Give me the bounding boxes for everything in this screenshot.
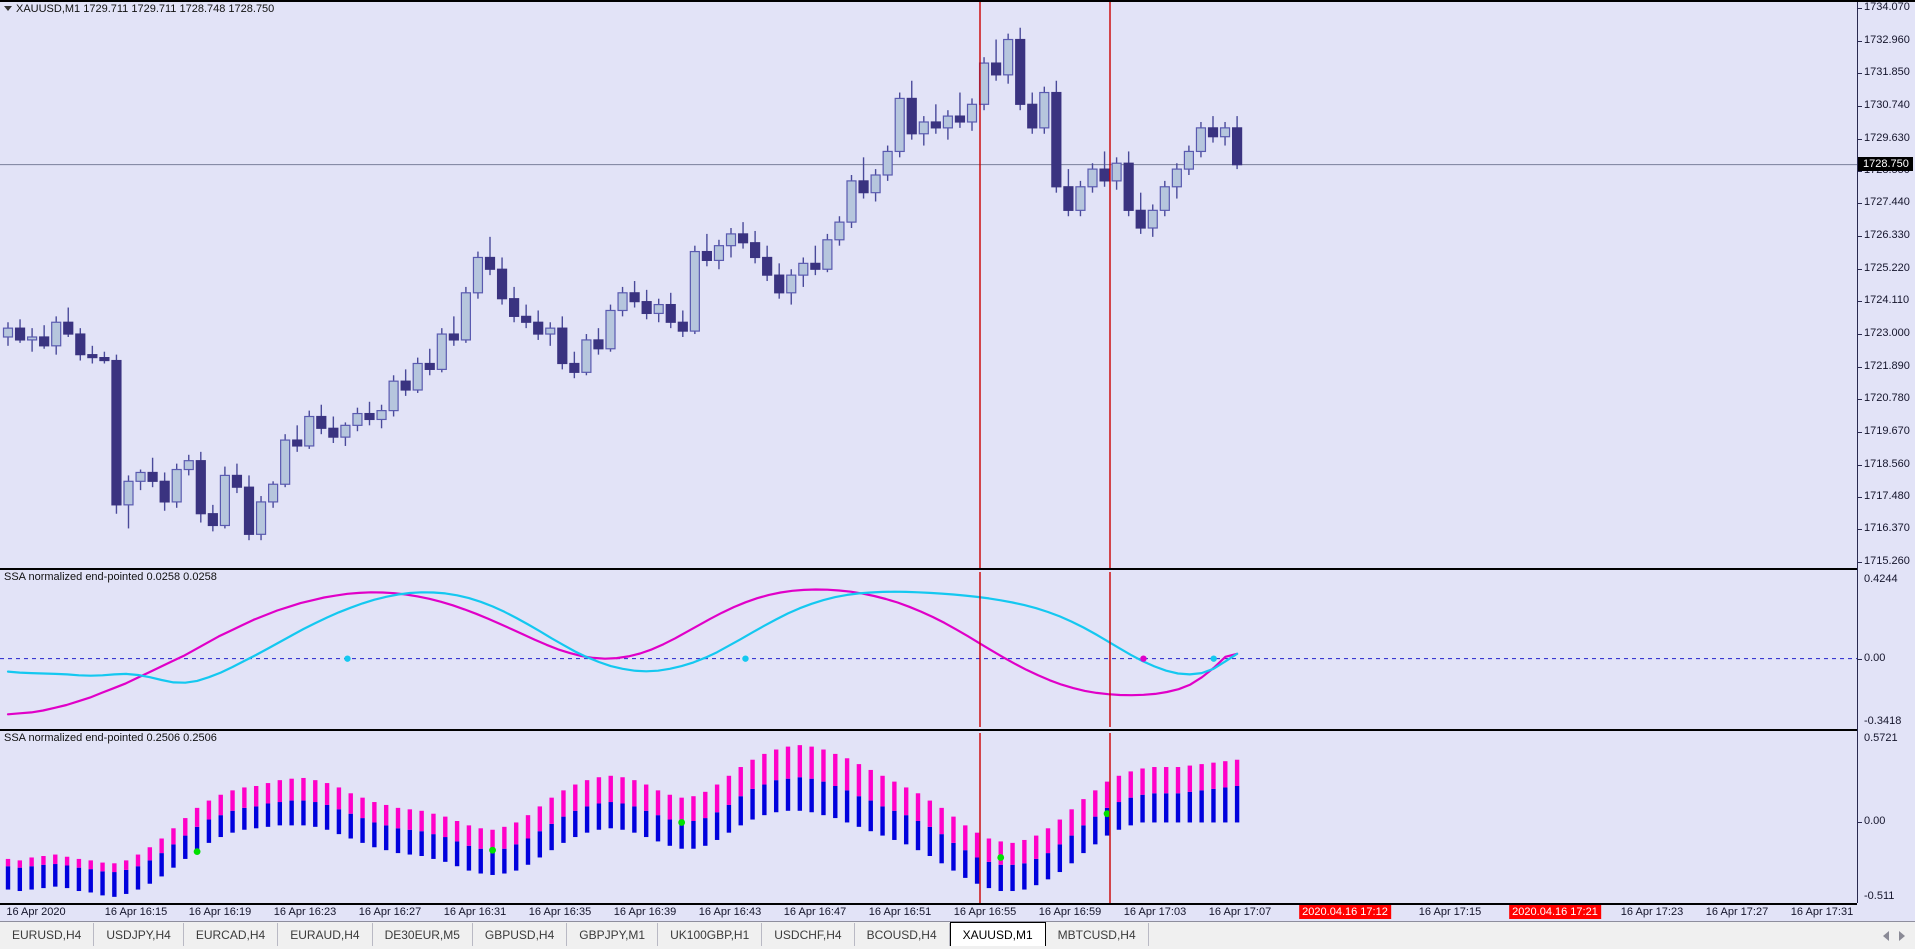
time-axis-label: 16 Apr 16:43 — [698, 906, 762, 918]
time-axis-label: 16 Apr 17:07 — [1208, 906, 1272, 918]
chart-tab[interactable]: EURCAD,H4 — [184, 923, 279, 946]
current-price-label: 1728.750 — [1858, 156, 1913, 171]
window-top-border — [0, 0, 1915, 2]
time-axis-label: 16 Apr 16:51 — [868, 906, 932, 918]
triangle-down-icon[interactable] — [4, 5, 12, 11]
pane-separator-3 — [0, 903, 1857, 905]
histogram-tick: -0.511 — [1864, 890, 1895, 902]
main-pane-title-text: XAUUSD,M1 1729.711 1729.711 1728.748 172… — [16, 3, 275, 15]
time-axis-label: 16 Apr 16:23 — [273, 906, 337, 918]
oscillator-tick: 0.00 — [1858, 652, 1885, 664]
chart-tab-bar[interactable]: EURUSD,H4 USDJPY,H4 EURCAD,H4 EURAUD,H4 DE30… — [0, 921, 1915, 949]
pane-separator-2 — [0, 729, 1857, 731]
main-pane-title: XAUUSD,M1 1729.711 1729.711 1728.748 172… — [4, 3, 274, 15]
time-axis-label: 16 Apr 17:27 — [1705, 906, 1769, 918]
oscillator-pane-title: SSA normalized end-pointed 0.0258 0.0258 — [4, 571, 217, 583]
price-tick: 1732.960 — [1858, 34, 1910, 46]
time-axis-label: 16 Apr 16:55 — [953, 906, 1017, 918]
histogram-pane[interactable] — [0, 733, 1857, 903]
price-tick: 1715.260 — [1858, 555, 1910, 567]
pane-separator-1 — [0, 568, 1857, 570]
chart-tab-strip[interactable]: EURUSD,H4 USDJPY,H4 EURCAD,H4 EURAUD,H4 DE30… — [0, 922, 1873, 949]
time-axis-label: 16 Apr 17:23 — [1620, 906, 1684, 918]
price-tick: 1718.560 — [1858, 458, 1910, 470]
price-tick: 1726.330 — [1858, 229, 1910, 241]
time-axis-label: 16 Apr 16:31 — [443, 906, 507, 918]
time-axis-label: 16 Apr 16:47 — [783, 906, 847, 918]
histogram-pane-title: SSA normalized end-pointed 0.2506 0.2506 — [4, 732, 217, 744]
time-axis-label: 16 Apr 16:27 — [358, 906, 422, 918]
chart-tab[interactable]: XAUUSD,M1 — [949, 922, 1046, 946]
tab-scroll-controls[interactable] — [1873, 922, 1915, 949]
oscillator-chart — [0, 572, 1857, 727]
time-axis-marker-label: 2020.04.16 17:12 — [1299, 905, 1391, 919]
chart-tab[interactable]: USDCHF,H4 — [762, 923, 855, 946]
time-axis-label: 16 Apr 17:31 — [1790, 906, 1854, 918]
main-price-pane[interactable] — [0, 2, 1857, 568]
chart-tab[interactable]: EURUSD,H4 — [0, 923, 95, 946]
chart-tab[interactable]: GBPJPY,M1 — [567, 923, 659, 946]
price-tick: 1730.740 — [1858, 99, 1910, 111]
histogram-tick: 0.00 — [1858, 815, 1885, 827]
chart-tab[interactable]: USDJPY,H4 — [94, 923, 184, 946]
histogram-chart — [5, 733, 1240, 903]
scroll-left-icon[interactable] — [1883, 930, 1889, 941]
price-tick: 1719.670 — [1858, 425, 1910, 437]
time-axis-label: 16 Apr 17:03 — [1123, 906, 1187, 918]
price-tick: 1721.890 — [1858, 360, 1910, 372]
oscillator-tick: -0.3418 — [1864, 715, 1902, 727]
price-tick: 1720.780 — [1858, 392, 1910, 404]
price-tick: 1723.000 — [1858, 327, 1910, 339]
time-axis-label: 16 Apr 16:39 — [613, 906, 677, 918]
time-axis-label: 16 Apr 16:15 — [104, 906, 168, 918]
time-axis-marker-label: 2020.04.16 17:21 — [1509, 905, 1601, 919]
time-axis: 16 Apr 2020 16 Apr 16:15 16 Apr 16:19 16 Ap… — [0, 905, 1857, 921]
chart-tab[interactable]: BCOUSD,H4 — [855, 923, 950, 946]
time-axis-label: 16 Apr 2020 — [6, 906, 66, 918]
time-axis-label: 16 Apr 17:15 — [1418, 906, 1482, 918]
candlestick-chart — [0, 2, 1857, 568]
chart-tab[interactable]: EURAUD,H4 — [278, 923, 373, 946]
chart-tab[interactable]: MBTCUSD,H4 — [1046, 923, 1149, 946]
price-tick: 1725.220 — [1858, 262, 1910, 274]
price-tick: 1724.110 — [1858, 294, 1909, 306]
oscillator-pane[interactable] — [0, 572, 1857, 727]
time-axis-label: 16 Apr 16:19 — [188, 906, 252, 918]
oscillator-tick: 0.4244 — [1864, 573, 1898, 585]
price-tick: 1716.370 — [1858, 522, 1910, 534]
chart-tab[interactable]: DE30EUR,M5 — [373, 923, 473, 946]
histogram-tick: 0.5721 — [1864, 732, 1898, 744]
chart-tab[interactable]: GBPUSD,H4 — [473, 923, 568, 946]
time-axis-label: 16 Apr 16:59 — [1038, 906, 1102, 918]
chart-tab[interactable]: UK100GBP,H1 — [658, 923, 763, 946]
time-axis-label: 16 Apr 16:35 — [528, 906, 592, 918]
price-tick: 1727.440 — [1858, 196, 1910, 208]
price-tick: 1734.070 — [1858, 1, 1910, 13]
price-tick: 1729.630 — [1858, 132, 1910, 144]
price-tick: 1717.480 — [1858, 490, 1910, 502]
price-tick: 1731.850 — [1858, 66, 1910, 78]
scroll-right-icon[interactable] — [1899, 930, 1905, 941]
price-scale[interactable]: 1734.070 1732.960 1731.850 1730.740 1729.630… — [1857, 1, 1915, 903]
